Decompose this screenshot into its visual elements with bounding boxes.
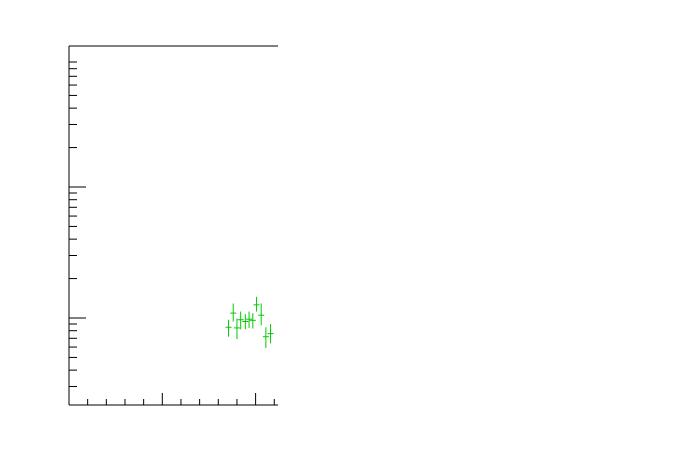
data-point xyxy=(267,323,274,344)
y-axis-ticks xyxy=(69,61,86,387)
data-point xyxy=(242,314,249,330)
data-point xyxy=(233,318,240,340)
x-axis-ticks xyxy=(87,393,275,405)
data-point xyxy=(249,313,256,329)
data-point xyxy=(225,319,232,337)
data-point xyxy=(230,303,237,322)
data-point xyxy=(262,327,269,349)
data-point xyxy=(253,296,260,312)
data-point xyxy=(258,303,265,326)
data-point xyxy=(246,311,253,328)
data-point xyxy=(237,311,244,330)
plot-frame xyxy=(68,45,278,406)
data-points xyxy=(225,296,274,349)
